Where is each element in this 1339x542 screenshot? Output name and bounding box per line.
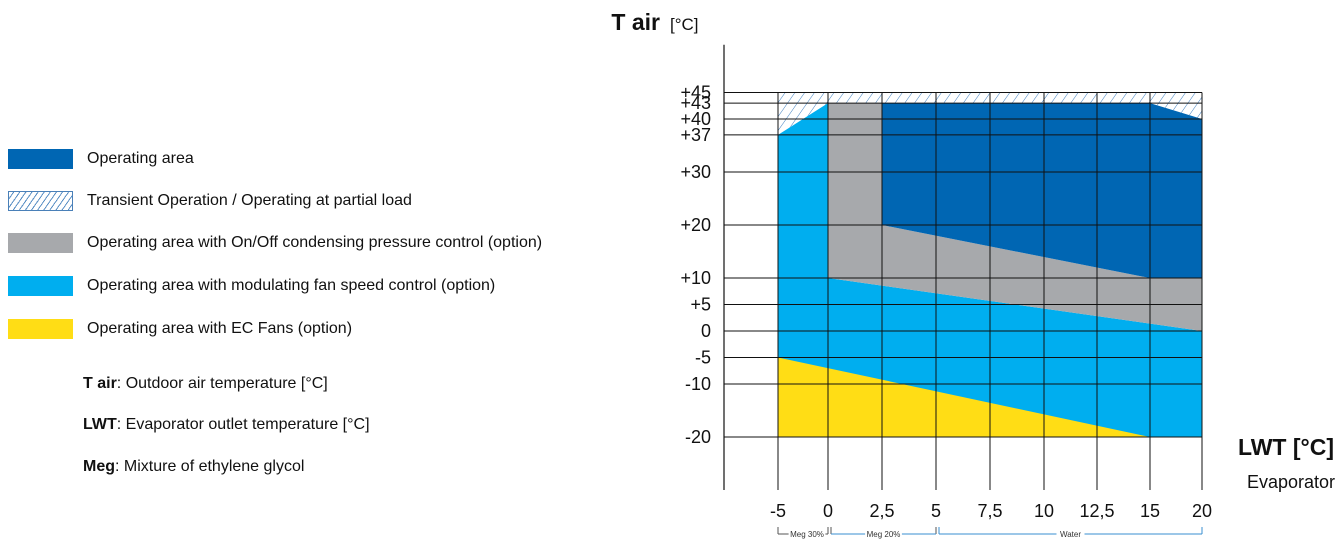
legend-label: Operating area bbox=[87, 150, 194, 167]
legend: Operating area Transient Operation / Ope… bbox=[8, 146, 542, 476]
y-tick-label: +30 bbox=[680, 162, 711, 182]
legend-swatch-on-off-control bbox=[8, 233, 73, 253]
x-tick-label: 10 bbox=[1034, 501, 1054, 521]
y-tick-label: +10 bbox=[680, 268, 711, 288]
bracket-label: Meg 20% bbox=[867, 530, 901, 539]
legend-swatch-transient-operation bbox=[8, 191, 73, 211]
x-tick-label: 5 bbox=[931, 501, 941, 521]
x-tick-label: 2,5 bbox=[869, 501, 894, 521]
y-tick-label: -5 bbox=[695, 348, 711, 368]
note-term: T air bbox=[83, 375, 117, 392]
x-axis-title: LWT [°C] bbox=[1238, 434, 1334, 460]
note-text: : Mixture of ethylene glycol bbox=[115, 458, 305, 475]
legend-label: Operating area with modulating fan speed… bbox=[87, 277, 496, 294]
note-text: : Outdoor air temperature [°C] bbox=[116, 375, 328, 392]
regions-layer bbox=[778, 92, 1202, 437]
x-tick-label: -5 bbox=[770, 501, 786, 521]
y-tick-label: +40 bbox=[680, 109, 711, 129]
x-tick-label: 12,5 bbox=[1079, 501, 1114, 521]
region-2 bbox=[828, 103, 1202, 331]
x-tick-label: 15 bbox=[1140, 501, 1160, 521]
bracket-2: Water bbox=[938, 527, 1203, 539]
labels-layer: +45+43+40+37 +30 +20 +10 +5 0 -5 -10 -20 -5 0 2,5 5 7… bbox=[611, 9, 1335, 539]
note-lwt: LWT: Evaporator outlet temperature [°C] bbox=[83, 416, 370, 434]
note-term: Meg bbox=[83, 458, 115, 475]
bracket-label: Water bbox=[1060, 530, 1081, 539]
x-axis-subtitle: Evaporator bbox=[1247, 472, 1335, 492]
legend-item-modulating-fan: Operating area with modulating fan speed… bbox=[8, 273, 495, 299]
legend-label: Transient Operation / Operating at parti… bbox=[87, 192, 412, 209]
legend-item-operating-area: Operating area bbox=[8, 146, 194, 172]
y-tick-label: -10 bbox=[685, 374, 711, 394]
region-4 bbox=[778, 357, 1150, 437]
legend-item-transient-operation: Transient Operation / Operating at parti… bbox=[8, 188, 412, 214]
note-term: LWT bbox=[83, 416, 117, 433]
legend-item-on-off-control: Operating area with On/Off condensing pr… bbox=[8, 230, 542, 256]
x-tick-label: 0 bbox=[823, 501, 833, 521]
legend-label: Operating area with EC Fans (option) bbox=[87, 320, 353, 337]
y-axis-title: T air bbox=[611, 9, 660, 35]
legend-swatch-operating-area bbox=[8, 149, 73, 169]
note-t-air: T air: Outdoor air temperature [°C] bbox=[83, 375, 328, 393]
bracket-1: Meg 20% bbox=[830, 527, 937, 539]
legend-item-ec-fans: Operating area with EC Fans (option) bbox=[8, 316, 352, 342]
y-tick-label: 0 bbox=[701, 321, 711, 341]
note-meg: Meg: Mixture of ethylene glycol bbox=[83, 458, 304, 476]
y-tick-label: +43 bbox=[680, 93, 711, 113]
y-tick-label: +45 bbox=[680, 83, 711, 103]
y-tick-label: +37 bbox=[680, 125, 711, 145]
legend-swatch-ec-fans bbox=[8, 319, 73, 339]
region-3 bbox=[882, 103, 1202, 278]
bracket-label: Meg 30% bbox=[790, 530, 824, 539]
bracket-0: Meg 30% bbox=[777, 527, 829, 539]
y-tick-label: +20 bbox=[680, 215, 711, 235]
legend-swatch-modulating-fan bbox=[8, 276, 73, 296]
x-tick-label: 7,5 bbox=[977, 501, 1002, 521]
y-tick-label: -20 bbox=[685, 427, 711, 447]
note-text: : Evaporator outlet temperature [°C] bbox=[116, 416, 370, 433]
region-1 bbox=[778, 103, 1202, 437]
legend-label: Operating area with On/Off condensing pr… bbox=[87, 234, 543, 251]
x-tick-label: 20 bbox=[1192, 501, 1212, 521]
y-axis-unit: [°C] bbox=[670, 15, 699, 34]
y-tick-label: +5 bbox=[690, 295, 711, 315]
grid-layer bbox=[723, 44, 1203, 490]
